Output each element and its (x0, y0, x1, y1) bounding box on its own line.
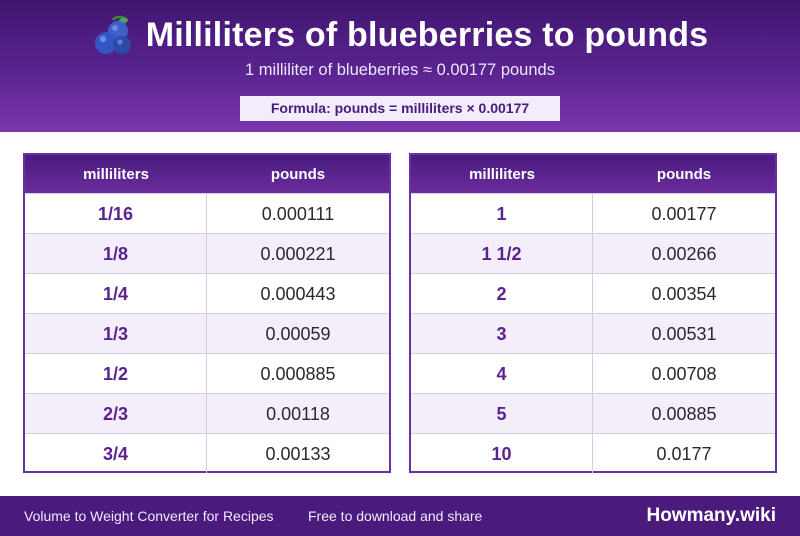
table-row: 1 0.00177 (411, 193, 775, 233)
table-row: 1/4 0.000443 (25, 273, 389, 313)
header-banner: Milliliters of blueberries to pounds 1 m… (0, 0, 800, 132)
table-row: 3 0.00531 (411, 313, 775, 353)
pounds-cell: 0.00531 (651, 324, 717, 344)
blueberries-icon (92, 14, 134, 56)
pounds-cell: 0.00118 (266, 404, 330, 424)
table-row: 5 0.00885 (411, 393, 775, 433)
milliliters-cell: 1/2 (25, 354, 207, 393)
pounds-cell: 0.0177 (656, 444, 712, 464)
table-row: 2 0.00354 (411, 273, 775, 313)
table-header: milliliters pounds (25, 155, 389, 193)
pounds-cell: 0.000885 (260, 364, 336, 384)
conversion-table-left: milliliters pounds 1/16 0.000111 1/8 0.0… (23, 153, 391, 473)
pounds-cell: 0.000221 (260, 244, 336, 264)
conversion-table-right: milliliters pounds 1 0.00177 1 1/2 0.002… (409, 153, 777, 473)
milliliters-cell: 3/4 (25, 434, 207, 473)
page-title: Milliliters of blueberries to pounds (145, 15, 709, 54)
table-row: 1 1/2 0.00266 (411, 233, 775, 273)
table-row: 4 0.00708 (411, 353, 775, 393)
milliliters-cell: 1/4 (25, 274, 207, 313)
column-header-milliliters: milliliters (83, 166, 149, 183)
formula-box: Formula: pounds = milliliters × 0.00177 (240, 96, 560, 121)
milliliters-cell: 2 (411, 274, 593, 313)
pounds-cell: 0.00885 (651, 404, 717, 424)
table-header: milliliters pounds (411, 155, 775, 193)
pounds-cell: 0.00266 (651, 244, 717, 264)
milliliters-cell: 1/3 (25, 314, 207, 353)
table-row: 1/16 0.000111 (25, 193, 389, 233)
column-header-pounds: pounds (656, 166, 712, 183)
title-row: Milliliters of blueberries to pounds (0, 14, 800, 56)
footer-tagline: Volume to Weight Converter for Recipes (24, 508, 274, 524)
pounds-cell: 0.00059 (265, 324, 331, 344)
pounds-cell: 0.00133 (265, 444, 331, 464)
milliliters-cell: 4 (411, 354, 593, 393)
pounds-cell: 0.000443 (260, 284, 336, 304)
pounds-cell: 0.00177 (651, 204, 717, 224)
footer-bar: Volume to Weight Converter for Recipes F… (0, 496, 800, 536)
milliliters-cell: 1 (411, 194, 593, 233)
pounds-cell: 0.000111 (261, 204, 335, 224)
column-header-milliliters: milliliters (469, 166, 535, 183)
column-header-pounds: pounds (270, 166, 326, 183)
milliliters-cell: 10 (411, 434, 593, 473)
table-row: 10 0.0177 (411, 433, 775, 473)
table-body: 1/16 0.000111 1/8 0.000221 1/4 0.000443 … (25, 193, 389, 473)
milliliters-cell: 1/8 (25, 234, 207, 273)
table-row: 1/3 0.00059 (25, 313, 389, 353)
pounds-cell: 0.00708 (651, 364, 717, 384)
milliliters-cell: 1/16 (25, 194, 207, 233)
table-body: 1 0.00177 1 1/2 0.00266 2 0.00354 3 0.00… (411, 193, 775, 473)
milliliters-cell: 1 1/2 (411, 234, 593, 273)
brand-link[interactable]: Howmany.wiki (646, 505, 776, 526)
footer-share-note: Free to download and share (308, 508, 483, 524)
table-row: 1/2 0.000885 (25, 353, 389, 393)
milliliters-cell: 5 (411, 394, 593, 433)
table-row: 3/4 0.00133 (25, 433, 389, 473)
table-row: 2/3 0.00118 (25, 393, 389, 433)
page-subtitle: 1 milliliter of blueberries ≈ 0.00177 po… (245, 61, 555, 79)
table-row: 1/8 0.000221 (25, 233, 389, 273)
pounds-cell: 0.00354 (651, 284, 717, 304)
milliliters-cell: 3 (411, 314, 593, 353)
milliliters-cell: 2/3 (25, 394, 207, 433)
